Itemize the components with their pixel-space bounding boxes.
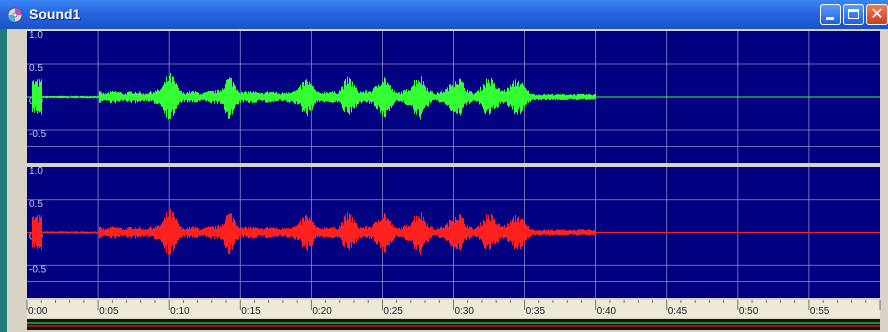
time-label: 0:30: [455, 306, 475, 317]
amplitude-label: -0.5: [29, 129, 47, 140]
amplitude-label: 0.5: [29, 63, 43, 74]
minimize-button[interactable]: [820, 4, 841, 25]
time-label: 0:40: [597, 306, 617, 317]
time-label: 0:45: [668, 306, 688, 317]
left-frame-strip: [0, 29, 7, 332]
maximize-icon: [848, 9, 859, 19]
amplitude-label: 0.5: [29, 199, 43, 210]
amplitude-label: 1.0: [29, 166, 43, 177]
time-label: 0:15: [241, 306, 261, 317]
amplitude-label: -0.5: [29, 264, 47, 275]
waveform-channel-2: [32, 208, 596, 255]
time-label: 0:10: [170, 306, 190, 317]
time-label: 0:50: [739, 306, 759, 317]
title-bar[interactable]: Sound1 ✕: [0, 0, 888, 29]
minimize-icon: [826, 17, 834, 20]
time-label: 0:35: [526, 306, 546, 317]
time-label: 0:55: [810, 306, 830, 317]
amplitude-label: 1.0: [29, 30, 43, 41]
window-title: Sound1: [29, 6, 81, 22]
time-label: 0:20: [312, 306, 332, 317]
time-label: 0:00: [28, 306, 48, 317]
waveform-channel-1: [32, 72, 596, 120]
maximize-button[interactable]: [843, 4, 864, 25]
time-label: 0:05: [99, 306, 119, 317]
cd-audio-icon: [7, 7, 23, 23]
close-icon: ✕: [870, 4, 884, 23]
time-label: 0:25: [383, 306, 403, 317]
horizontal-scroll-strip[interactable]: [27, 319, 880, 330]
